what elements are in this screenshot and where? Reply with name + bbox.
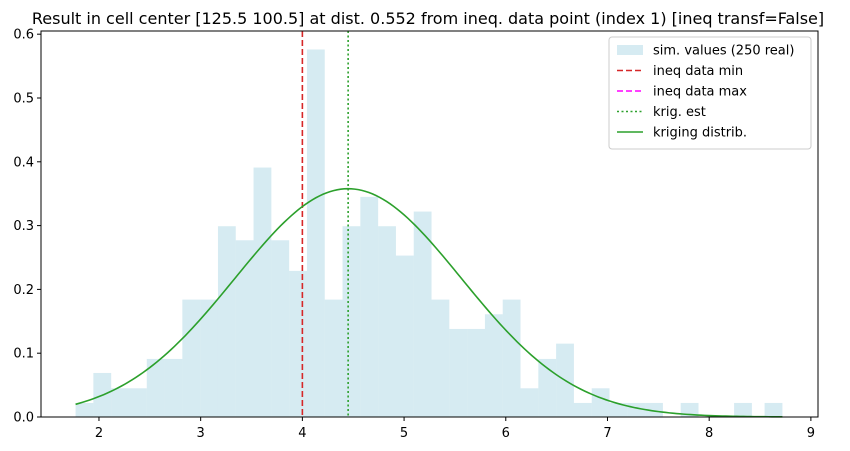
histogram-bar-4 [146, 358, 165, 417]
x-tick-label: 7 [603, 426, 611, 441]
histogram-bar-19 [413, 211, 432, 417]
histogram-bar-14 [324, 299, 343, 417]
histogram-bar-0 [75, 402, 94, 417]
legend-entry-label: ineq data min [653, 64, 743, 79]
legend-swatch-histogram [617, 45, 643, 55]
axes-frame [40, 30, 819, 418]
histogram-bar-16 [360, 196, 379, 417]
histogram-bar-18 [395, 255, 414, 417]
legend-box [608, 36, 812, 150]
histogram-bar-7 [200, 299, 218, 417]
x-tick-label: 4 [298, 426, 306, 441]
y-tick-label: 0.2 [13, 283, 34, 298]
kriging-distribution-line [75, 187, 783, 418]
x-tick-label: 6 [502, 426, 510, 441]
y-tick-label: 0.1 [13, 347, 34, 362]
histogram-bar-2 [111, 388, 129, 417]
chart-title: Result in cell center [125.5 100.5] at d… [32, 9, 824, 28]
y-tick-label: 0.5 [13, 91, 34, 106]
legend-entry-label: kriging distrib. [653, 126, 747, 141]
x-tick-label: 3 [197, 426, 205, 441]
y-tick-label: 0.4 [13, 155, 34, 170]
x-tick-label: 5 [400, 426, 408, 441]
histogram-bar-25 [520, 388, 539, 417]
histogram-bar-28 [573, 402, 592, 417]
histogram-bars [75, 49, 783, 418]
histogram-bar-32 [645, 402, 663, 417]
histogram-bar-24 [502, 299, 521, 417]
histogram-bar-23 [484, 314, 503, 417]
legend-entry-label: sim. values (250 real) [653, 44, 794, 59]
legend: sim. values (250 real) ineq data min ineq … [608, 36, 812, 150]
histogram-bar-13 [306, 49, 325, 418]
y-tick-label: 0.3 [13, 219, 34, 234]
x-tick-label: 9 [807, 426, 815, 441]
histogram-bar-26 [538, 358, 557, 417]
histogram-bar-39 [764, 402, 783, 417]
histogram-bar-31 [627, 402, 646, 417]
histogram-bar-15 [342, 226, 361, 417]
histogram-bar-3 [128, 388, 147, 417]
histogram-bar-5 [164, 358, 183, 417]
histogram-bar-10 [253, 167, 272, 417]
histogram-bar-8 [217, 226, 236, 417]
histogram-bar-21 [449, 328, 468, 417]
histogram-bar-6 [182, 299, 201, 417]
y-tick-label: 0.6 [13, 28, 34, 43]
x-tick-label: 8 [705, 426, 713, 441]
histogram-bar-29 [591, 388, 610, 417]
histogram-bar-20 [431, 299, 450, 417]
y-tick-label: 0.0 [13, 411, 34, 426]
histogram-bar-12 [289, 270, 307, 417]
axis-ticks: 2 3 4 5 6 7 8 9 0.0 0.1 0.2 0.3 0.4 0.5 0.6 [13, 28, 815, 441]
histogram-bar-30 [609, 402, 628, 417]
legend-entry-label: ineq data max [653, 85, 747, 100]
x-tick-label: 2 [95, 426, 103, 441]
histogram-bar-17 [378, 226, 396, 417]
histogram-bar-22 [467, 328, 485, 417]
histogram-bar-9 [235, 240, 254, 417]
histogram-bar-37 [734, 402, 752, 417]
legend-entry-label: krig. est [653, 105, 706, 120]
histogram-bar-11 [271, 240, 290, 417]
vertical-lines [301, 31, 349, 417]
